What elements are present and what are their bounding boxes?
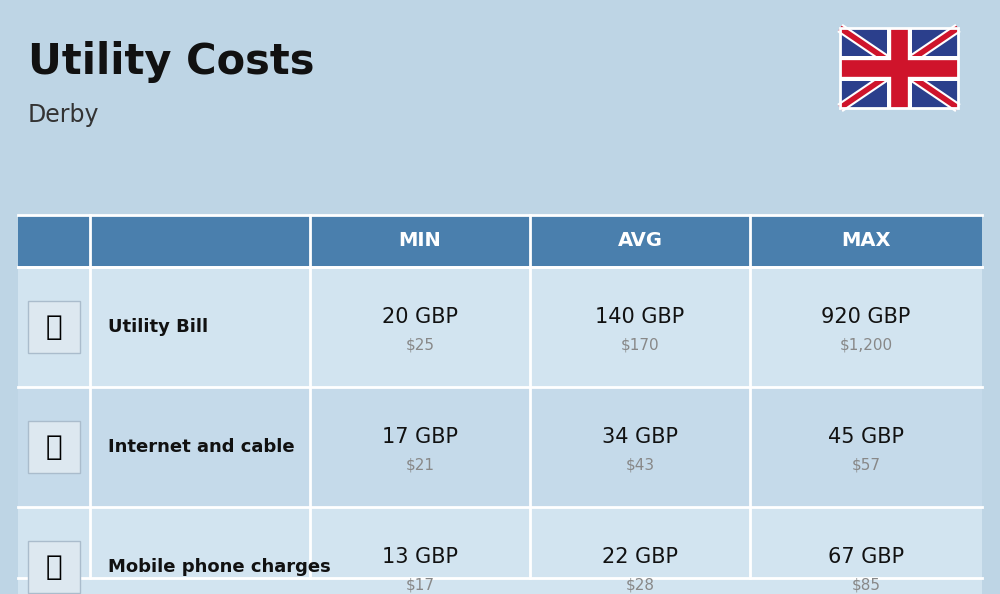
Text: $1,200: $1,200	[839, 337, 893, 352]
Text: AVG: AVG	[618, 232, 662, 251]
Text: 13 GBP: 13 GBP	[382, 547, 458, 567]
Text: $25: $25	[406, 337, 434, 352]
Bar	[18, 267, 982, 387]
Text: 140 GBP: 140 GBP	[595, 307, 685, 327]
Text: $21: $21	[406, 457, 434, 472]
Bar	[18, 507, 982, 594]
Text: 34 GBP: 34 GBP	[602, 427, 678, 447]
Text: MIN: MIN	[399, 232, 441, 251]
Text: 45 GBP: 45 GBP	[828, 427, 904, 447]
Text: $28: $28	[626, 577, 654, 592]
Text: 📱: 📱	[46, 553, 62, 581]
Text: Internet and cable: Internet and cable	[108, 438, 295, 456]
Text: 920 GBP: 920 GBP	[821, 307, 911, 327]
Text: $17: $17	[406, 577, 434, 592]
Text: MAX: MAX	[841, 232, 891, 251]
Bar	[840, 28, 958, 108]
Text: 📡: 📡	[46, 433, 62, 461]
Text: 67 GBP: 67 GBP	[828, 547, 904, 567]
Bar	[840, 28, 958, 108]
Text: Mobile phone charges: Mobile phone charges	[108, 558, 331, 576]
Text: $57: $57	[852, 457, 881, 472]
Text: $170: $170	[621, 337, 659, 352]
Bar	[28, 541, 80, 593]
Text: $85: $85	[852, 577, 881, 592]
Text: 22 GBP: 22 GBP	[602, 547, 678, 567]
Bar	[28, 301, 80, 353]
Text: 17 GBP: 17 GBP	[382, 427, 458, 447]
Bar	[18, 387, 982, 507]
Text: 🔧: 🔧	[46, 313, 62, 341]
Bar	[18, 215, 982, 267]
Text: 20 GBP: 20 GBP	[382, 307, 458, 327]
Text: Derby: Derby	[28, 103, 100, 127]
Bar	[28, 421, 80, 473]
Text: $43: $43	[625, 457, 655, 472]
Text: Utility Costs: Utility Costs	[28, 41, 314, 83]
Text: Utility Bill: Utility Bill	[108, 318, 208, 336]
